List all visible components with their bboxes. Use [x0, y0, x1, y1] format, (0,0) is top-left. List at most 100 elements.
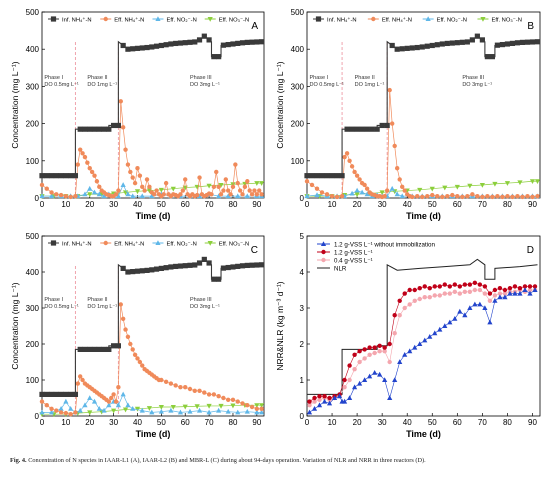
x-tick-label: 90 [252, 200, 261, 209]
eff-nh4-point [339, 193, 345, 199]
nrr-1-2-point [387, 341, 392, 347]
inf-nh4-point [168, 264, 174, 270]
eff-nh4-point [113, 399, 119, 404]
y-tick-label: 100 [26, 157, 40, 166]
inf-nh4-point [419, 44, 425, 50]
eff-nh4-point [211, 392, 217, 397]
eff-no2-point [364, 191, 370, 197]
eff-no2-point [259, 409, 265, 415]
eff-no2-point [96, 406, 102, 411]
nrr-0-4-point [492, 293, 498, 298]
eff-nh4-point [106, 399, 112, 404]
legend-marker [371, 16, 376, 22]
nrr-0-4-point [422, 295, 427, 300]
y-tick-label: 0 [35, 194, 40, 203]
nrr-0-4-point [397, 313, 402, 318]
eff-nh4-point [194, 192, 200, 198]
eff-nh4-point [357, 177, 362, 182]
y-tick-label: 200 [26, 340, 40, 349]
inf-nh4-point [144, 44, 150, 51]
eff-nh4-point [397, 177, 402, 182]
eff-no2-point [87, 395, 93, 400]
eff-nh4-point [58, 192, 64, 198]
eff-nh4-point [230, 184, 236, 190]
eff-nh4-point [197, 175, 202, 180]
inf-nh4-point [454, 40, 460, 46]
inf-nh4-point [53, 391, 59, 397]
x-tick-label: 50 [428, 418, 437, 427]
x-tick-label: 50 [157, 418, 166, 427]
eff-nh4-point [259, 192, 264, 197]
eff-nh4-point [125, 162, 131, 167]
eff-nh4-point [142, 188, 147, 193]
eff-nh4-point [344, 151, 350, 156]
eff-no2-point [389, 185, 395, 191]
nrr-1-2-without-immobilization-point [336, 393, 343, 399]
eff-no2-point [91, 189, 98, 195]
eff-no2-point [39, 193, 45, 199]
inf-nh4-point [235, 40, 241, 46]
eff-no2-point [196, 407, 203, 413]
inf-nh4-point [192, 262, 198, 268]
inf-nh4-point [239, 40, 246, 46]
eff-nh4-point [130, 175, 135, 180]
eff-nh4-point [77, 374, 83, 379]
eff-no2-point [101, 407, 107, 413]
eff-no3-point [206, 183, 212, 189]
inf-nh4-point [509, 40, 516, 46]
eff-no2-point [101, 193, 107, 199]
inf-nh4-series [39, 33, 265, 179]
eff-no2-point [216, 193, 222, 199]
x-tick-label: 80 [229, 418, 238, 427]
nrr-1-2-without-immobilization-point [397, 359, 403, 364]
eff-no3-point [379, 190, 385, 196]
eff-nh4-point [140, 184, 145, 190]
eff-no2-point [139, 193, 145, 199]
eff-nh4-point [183, 385, 188, 390]
inf-nh4-point [158, 42, 164, 49]
inf-nh4-point [259, 39, 265, 45]
nrr-1-2-without-immobilization-point [512, 290, 518, 296]
eff-no3-point [206, 403, 212, 409]
nrr-1-2-without-immobilization-series [306, 287, 538, 415]
eff-nh4-point [249, 404, 255, 410]
phase-do-label: DO 3mg L⁻¹ [190, 304, 220, 310]
nrr-1-2-without-immobilization-point [527, 290, 533, 296]
eff-no3-point [254, 181, 260, 186]
eff-nh4-point [392, 143, 397, 149]
x-tick-label: 0 [305, 200, 310, 209]
nrr-0-4-point [487, 298, 493, 303]
inf-nh4-point [115, 122, 121, 129]
eff-nh4-point [44, 403, 49, 408]
eff-no3-point [182, 404, 188, 410]
inf-nh4-point [459, 39, 465, 45]
nrr-1-2-without-immobilization-point [487, 319, 493, 325]
nrr-1-2-without-immobilization-point [352, 384, 358, 390]
x-tick-label: 60 [181, 200, 190, 209]
eff-nh4-point [225, 188, 231, 193]
inf-nh4-line [42, 35, 262, 177]
inf-nh4-point [364, 126, 370, 132]
eff-no3-point [479, 182, 485, 188]
inf-nh4-point [68, 391, 74, 397]
x-tick-label: 30 [109, 200, 118, 209]
nrr-0-4-point [362, 356, 367, 361]
eff-nh4-point [120, 316, 126, 321]
nrr-0-4-point [357, 359, 362, 365]
inf-nh4-point [201, 33, 207, 39]
nrr-0-4-point [427, 295, 432, 300]
eff-nh4-point [89, 169, 95, 175]
inf-nh4-point [44, 391, 50, 397]
inf-nh4-point [504, 41, 511, 47]
eff-nh4-point [242, 184, 248, 190]
nrr-1-2-without-immobilization-point [427, 334, 433, 339]
inf-nh4-point [82, 126, 88, 132]
eff-nh4-point [178, 385, 183, 390]
eff-nh4-point [77, 147, 83, 152]
eff-nh4-point [230, 397, 236, 402]
nrr-0-4-point [467, 289, 473, 294]
eff-no2-point [68, 406, 74, 411]
legend-marker [315, 16, 322, 22]
x-tick-label: 80 [229, 200, 238, 209]
nrr-1-2-point [397, 298, 402, 303]
